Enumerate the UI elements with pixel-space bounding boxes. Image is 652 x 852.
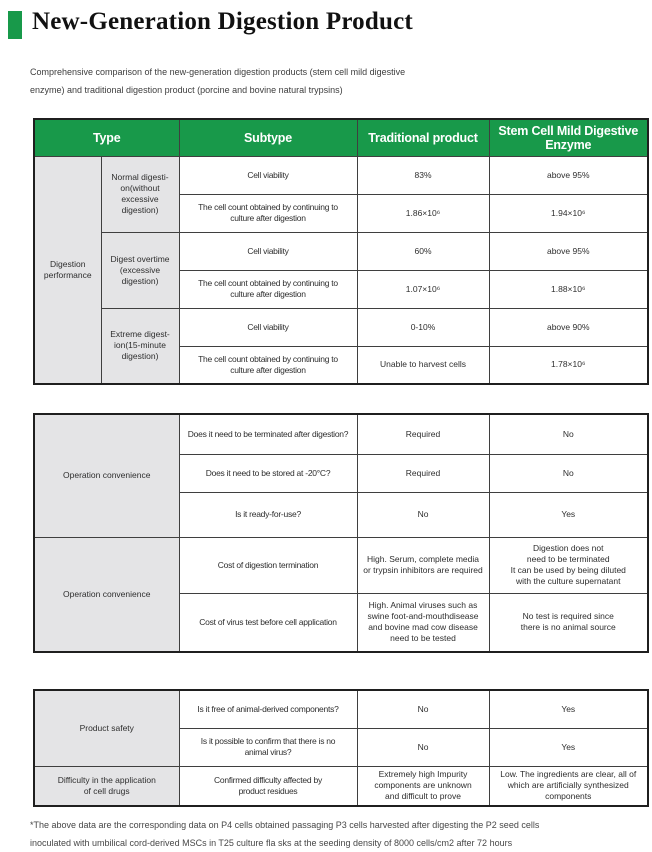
- header-type: Type: [33, 118, 180, 157]
- header-subtype: Subtype: [178, 118, 358, 157]
- digestion-performance-table: Type Subtype Traditional product Stem Ce…: [33, 118, 649, 385]
- table-row: Operation convenience Cost of digestion …: [33, 536, 649, 653]
- page-header: New-Generation Digestion Product: [8, 8, 652, 39]
- row-subgroup-digest-overtime: Digest overtime (excessive digestion): [100, 231, 180, 309]
- cell-question: Does it need to be terminated after dige…: [178, 413, 358, 455]
- table-row: Difficulty in the application of cell dr…: [33, 765, 649, 807]
- table-row: The cell count obtained by continuing to…: [34, 193, 649, 233]
- cell-subtype: The cell count obtained by continuing to…: [178, 269, 358, 309]
- footnote-text: *The above data are the corresponding da…: [30, 820, 540, 848]
- header-traditional-product: Traditional product: [356, 118, 490, 157]
- cell-traditional-value: No: [356, 727, 490, 767]
- cell-question: Is it possible to confirm that there is …: [178, 727, 358, 767]
- table-row: Cost of virus test before cell applicati…: [34, 592, 649, 653]
- cell-stem-value: 1.94×10⁶: [488, 193, 649, 233]
- cell-traditional-value: Unable to harvest cells: [356, 345, 490, 385]
- cell-stem-value: No test is required since there is no an…: [488, 592, 649, 653]
- cell-traditional-value: Required: [356, 413, 490, 455]
- cell-subtype: The cell count obtained by continuing to…: [178, 345, 358, 385]
- cell-stem-value: 1.78×10⁶: [488, 345, 649, 385]
- cell-question: Does it need to be stored at -20°C?: [178, 453, 358, 493]
- table-row: Extreme digest- ion(15-minute digestion)…: [34, 307, 649, 385]
- row-group-difficulty-cell-drugs: Difficulty in the application of cell dr…: [33, 765, 180, 807]
- cell-traditional-value: No: [356, 491, 490, 538]
- table-row: Digestion performance Normal digesti- on…: [33, 155, 649, 385]
- cell-stem-value: Yes: [488, 689, 649, 729]
- cell-traditional-value: Required: [356, 453, 490, 493]
- cell-stem-value: Digestion does not need to be terminated…: [488, 536, 649, 594]
- cell-stem-value: 1.88×10⁶: [488, 269, 649, 309]
- row-subgroup-extreme-digestion: Extreme digest- ion(15-minute digestion): [100, 307, 180, 385]
- cell-stem-value: No: [488, 453, 649, 493]
- table-row: Does it need to be stored at -20°C? Requ…: [34, 453, 649, 493]
- cell-question: Confirmed difficulty affected by product…: [178, 765, 358, 807]
- cell-stem-value: above 95%: [488, 231, 649, 271]
- cell-traditional-value: No: [356, 689, 490, 729]
- cell-stem-value: Yes: [488, 727, 649, 767]
- table-row: Is it possible to confirm that there is …: [34, 727, 649, 767]
- cell-stem-value: Yes: [488, 491, 649, 538]
- cell-traditional-value: Extremely high Impurity components are u…: [356, 765, 490, 807]
- cell-stem-value: above 90%: [488, 307, 649, 347]
- operation-convenience-table: Operation convenience Does it need to be…: [33, 413, 649, 653]
- title-accent-bar: [8, 11, 22, 39]
- cell-question: Is it free of animal-derived components?: [178, 689, 358, 729]
- cell-question: Cost of digestion termination: [178, 536, 358, 594]
- row-group-digestion-performance: Digestion performance: [33, 155, 102, 385]
- cell-traditional-value: 60%: [356, 231, 490, 271]
- cell-traditional-value: 1.86×10⁶: [356, 193, 490, 233]
- row-group-operation-convenience-2: Operation convenience: [33, 536, 180, 653]
- table-row: The cell count obtained by continuing to…: [34, 269, 649, 309]
- row-group-operation-convenience-1: Operation convenience: [33, 413, 180, 538]
- table-row: Product safety Is it free of animal-deri…: [33, 689, 649, 767]
- cell-question: Cost of virus test before cell applicati…: [178, 592, 358, 653]
- cell-stem-value: above 95%: [488, 155, 649, 195]
- cell-subtype: Cell viability: [178, 155, 358, 195]
- row-subgroup-normal-digestion: Normal digesti- on(without excessive dig…: [100, 155, 180, 233]
- cell-subtype: Cell viability: [178, 231, 358, 271]
- cell-subtype: Cell viability: [178, 307, 358, 347]
- cell-stem-value: No: [488, 413, 649, 455]
- cell-stem-value: Low. The ingredients are clear, all of w…: [488, 765, 649, 807]
- table-row: The cell count obtained by continuing to…: [34, 345, 649, 385]
- intro-text: Comprehensive comparison of the new-gene…: [30, 67, 406, 95]
- cell-traditional-value: 0-10%: [356, 307, 490, 347]
- cell-traditional-value: 83%: [356, 155, 490, 195]
- table-row: Digest overtime (excessive digestion) Ce…: [34, 231, 649, 309]
- cell-traditional-value: High. Animal viruses such as swine foot-…: [356, 592, 490, 653]
- cell-question: Is it ready-for-use?: [178, 491, 358, 538]
- page-title: New-Generation Digestion Product: [32, 8, 413, 35]
- header-stem-cell-enzyme: Stem Cell Mild Digestive Enzyme: [488, 118, 649, 157]
- cell-traditional-value: 1.07×10⁶: [356, 269, 490, 309]
- table-row: Operation convenience Does it need to be…: [33, 413, 649, 538]
- table-header-row: Type Subtype Traditional product Stem Ce…: [33, 118, 649, 157]
- row-group-product-safety: Product safety: [33, 689, 180, 767]
- cell-traditional-value: High. Serum, complete media or trypsin i…: [356, 536, 490, 594]
- cell-subtype: The cell count obtained by continuing to…: [178, 193, 358, 233]
- product-safety-table: Product safety Is it free of animal-deri…: [33, 689, 649, 807]
